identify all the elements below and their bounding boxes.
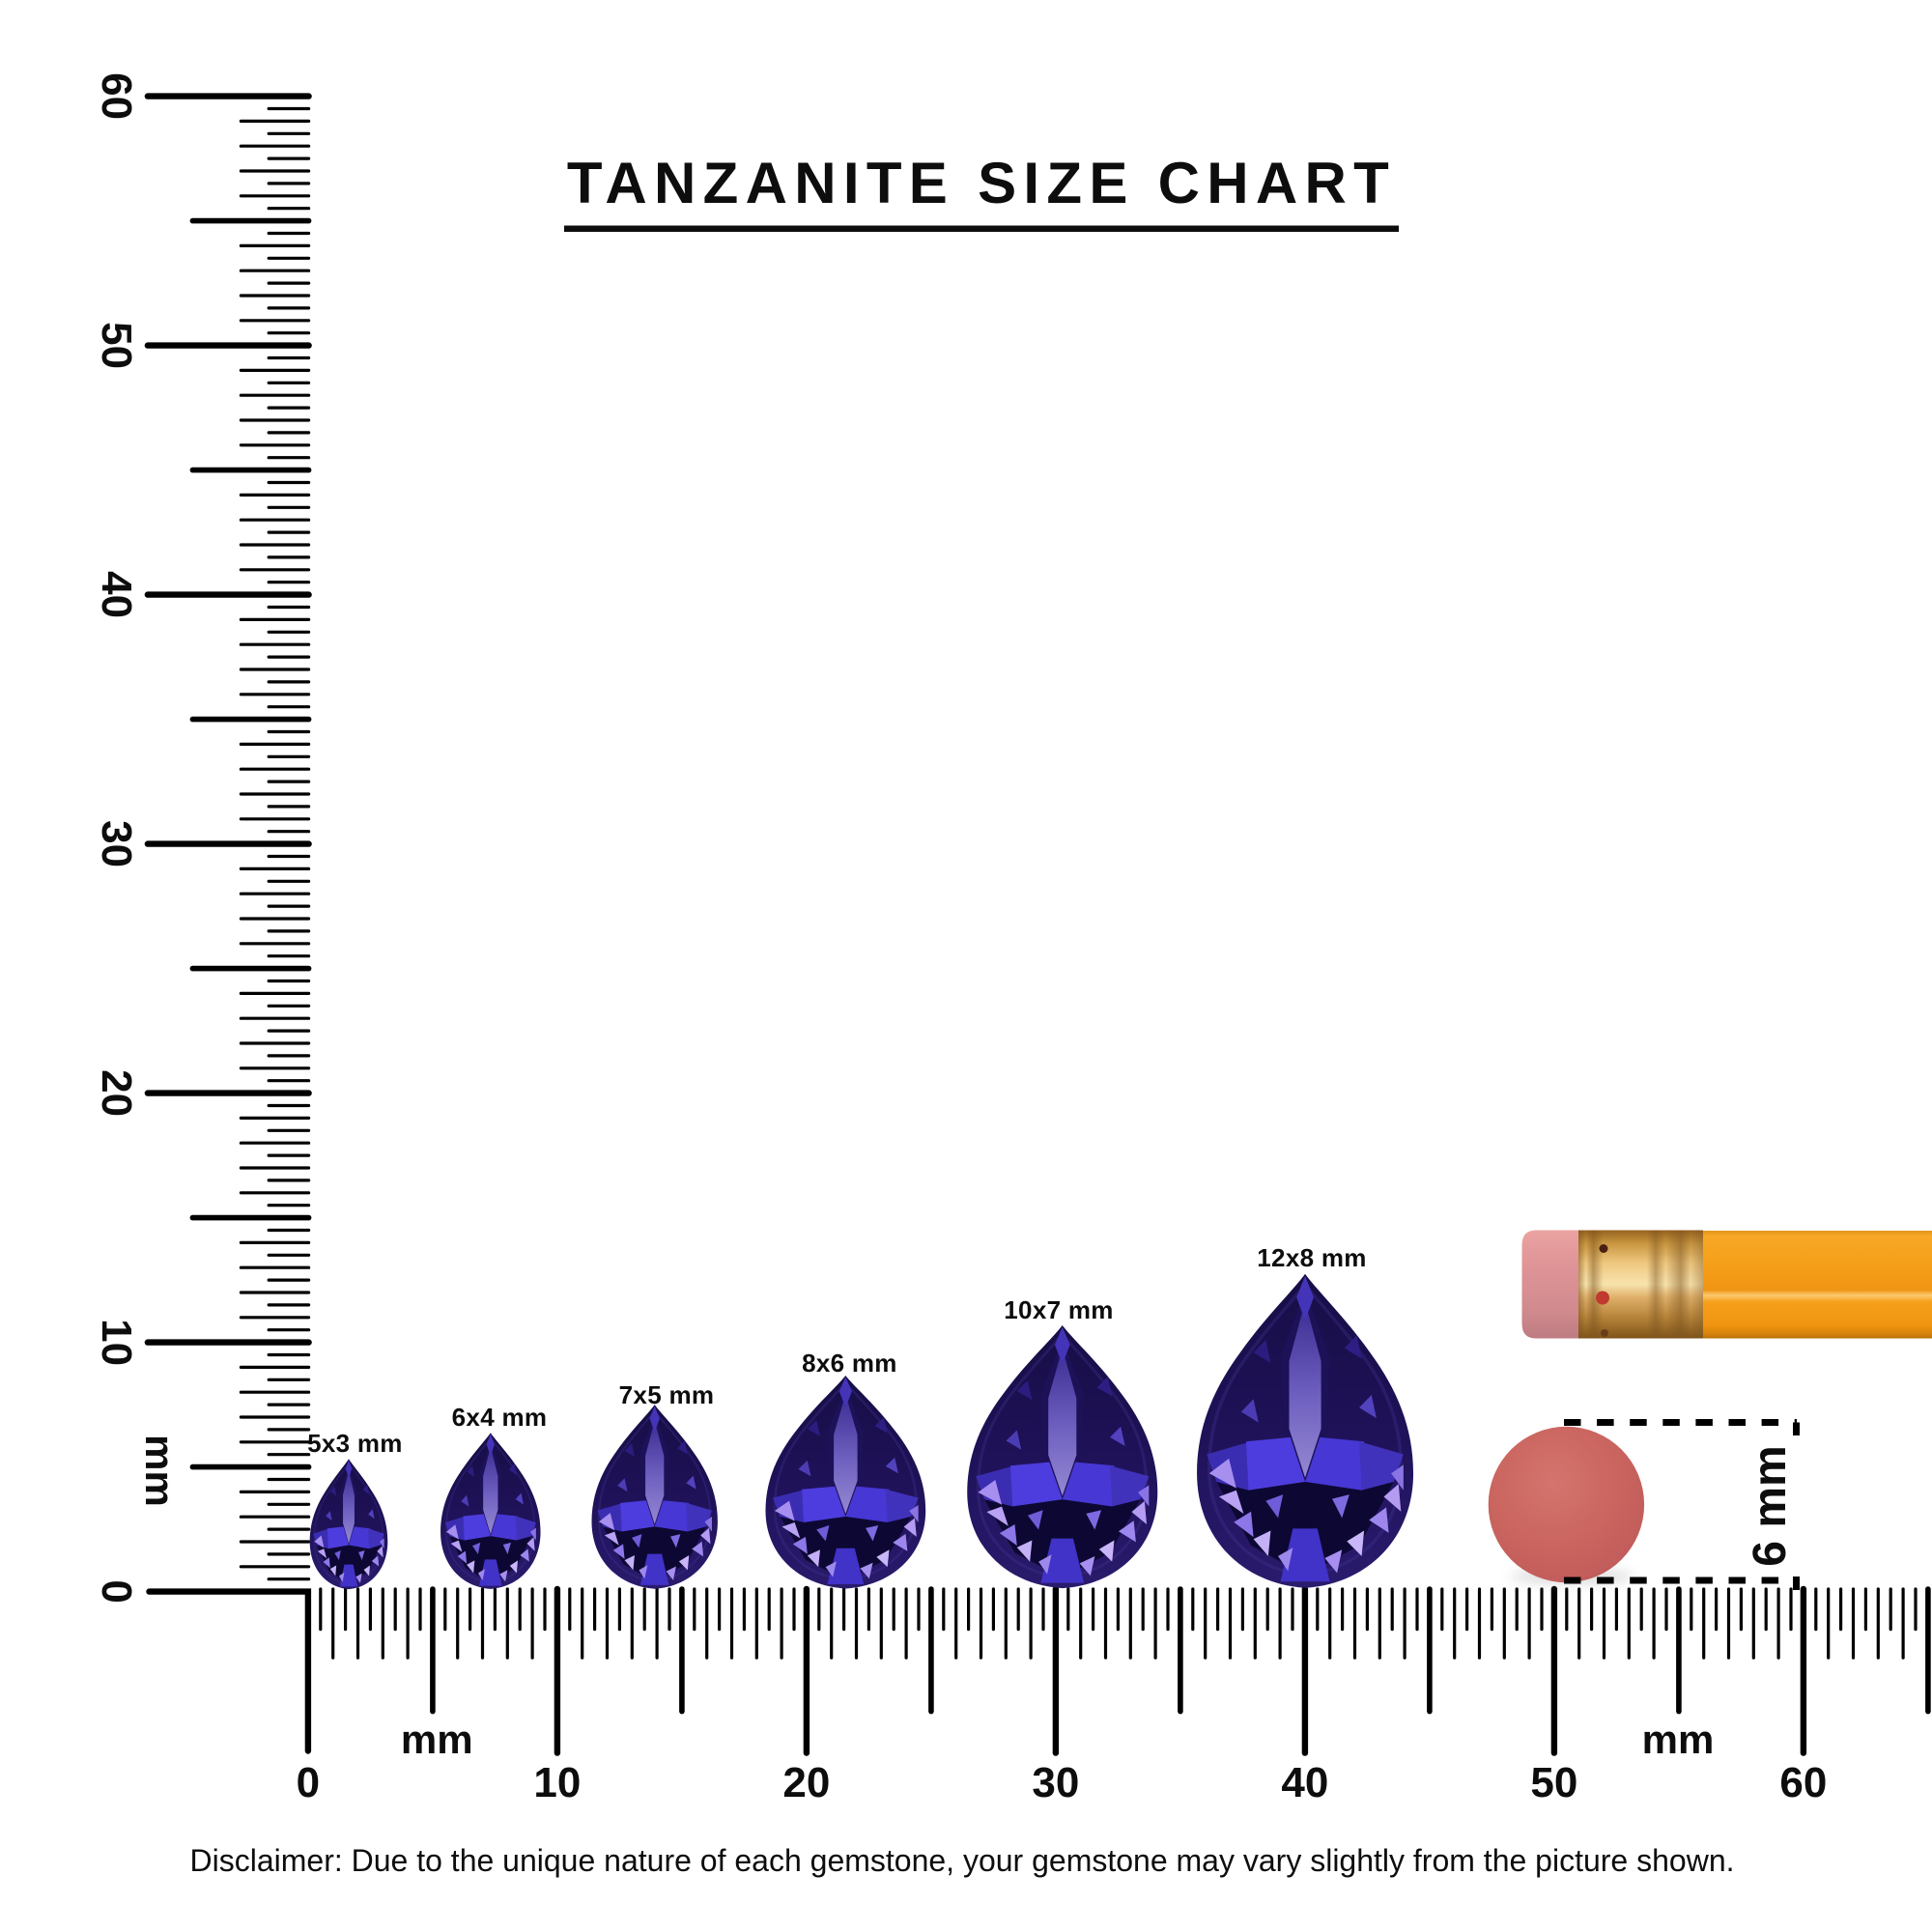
- svg-text:0: 0: [93, 1579, 140, 1603]
- svg-text:10: 10: [93, 1319, 140, 1366]
- svg-text:mm: mm: [137, 1435, 183, 1507]
- svg-text:6 mm: 6 mm: [1745, 1445, 1796, 1566]
- svg-text:10: 10: [533, 1759, 581, 1806]
- svg-text:6x4 mm: 6x4 mm: [452, 1403, 548, 1432]
- svg-text:mm: mm: [1642, 1717, 1715, 1762]
- svg-text:5x3 mm: 5x3 mm: [307, 1429, 403, 1458]
- svg-text:50: 50: [1530, 1759, 1577, 1806]
- svg-text:30: 30: [1032, 1759, 1079, 1806]
- svg-text:30: 30: [93, 820, 140, 867]
- svg-text:10x7 mm: 10x7 mm: [1004, 1295, 1113, 1324]
- svg-text:Disclaimer: Due to the unique: Disclaimer: Due to the unique nature of …: [190, 1843, 1735, 1878]
- svg-text:40: 40: [1281, 1759, 1328, 1806]
- svg-text:60: 60: [1779, 1759, 1827, 1806]
- svg-text:0: 0: [297, 1759, 320, 1806]
- svg-text:40: 40: [93, 571, 140, 618]
- svg-text:12x8 mm: 12x8 mm: [1257, 1243, 1366, 1272]
- svg-text:20: 20: [93, 1069, 140, 1117]
- svg-text:mm: mm: [401, 1717, 473, 1762]
- svg-text:50: 50: [93, 322, 140, 369]
- svg-text:8x6 mm: 8x6 mm: [802, 1349, 897, 1378]
- svg-text:60: 60: [93, 72, 140, 120]
- svg-text:TANZANITE SIZE CHART: TANZANITE SIZE CHART: [567, 151, 1396, 215]
- svg-text:20: 20: [782, 1759, 830, 1806]
- svg-text:7x5 mm: 7x5 mm: [619, 1380, 715, 1409]
